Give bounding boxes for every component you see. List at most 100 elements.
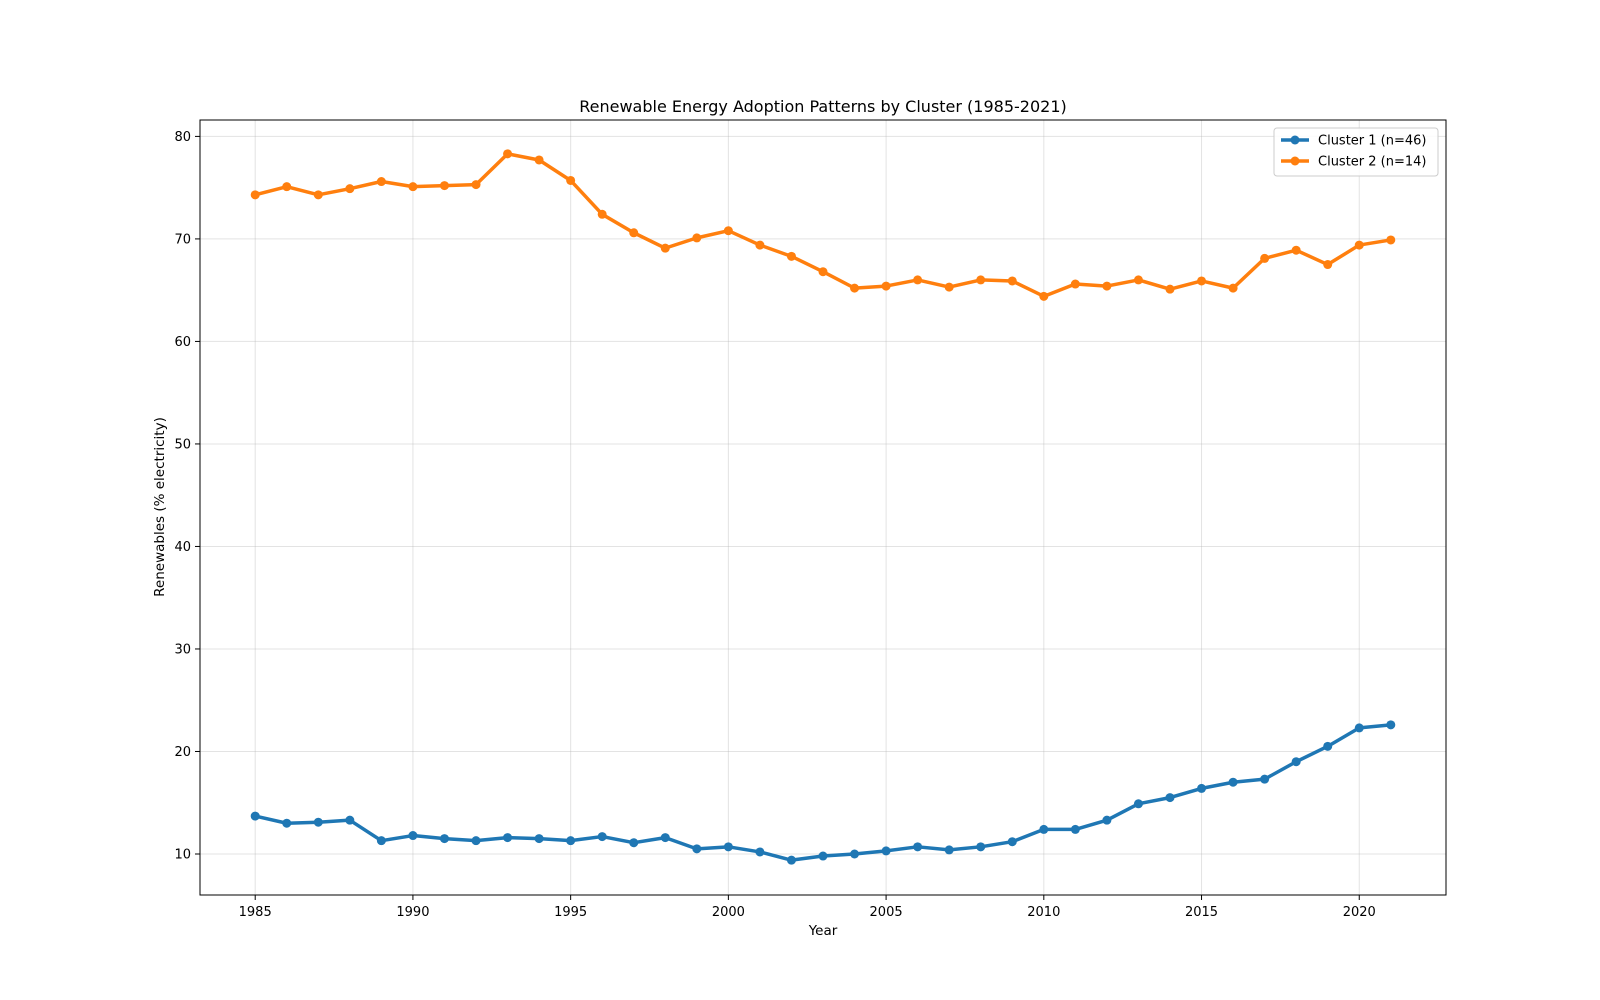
- legend-label: Cluster 1 (n=46): [1318, 134, 1427, 149]
- series-1-point: [913, 842, 923, 852]
- series-1-point: [1070, 824, 1080, 834]
- y-tick-label: 30: [174, 642, 191, 657]
- series-1-point: [976, 842, 986, 852]
- series-1-point: [1291, 757, 1301, 767]
- series-1-point: [786, 855, 796, 865]
- series-1-point: [850, 849, 860, 859]
- series-1-point: [597, 832, 607, 842]
- y-axis-label: Renewables (% electricity): [152, 417, 168, 597]
- series-2-point: [913, 275, 923, 285]
- legend: Cluster 1 (n=46) Cluster 2 (n=14): [1273, 127, 1439, 177]
- series-1-point: [439, 834, 449, 844]
- series-1-point: [250, 811, 260, 821]
- series-2-point: [503, 149, 513, 159]
- series-2-point: [1165, 284, 1175, 294]
- y-tick-label: 60: [174, 335, 191, 350]
- series-1-point: [818, 851, 828, 861]
- series-1-point: [471, 836, 481, 846]
- x-tick-label: 2015: [1185, 905, 1218, 920]
- legend-label: Cluster 2 (n=14): [1318, 155, 1427, 170]
- series-1-point: [1228, 777, 1238, 787]
- series-2-point: [692, 233, 702, 243]
- series-2-point: [1291, 245, 1301, 255]
- x-tick-label: 1990: [396, 905, 429, 920]
- series-2-point: [629, 228, 639, 238]
- series-2-point: [660, 243, 670, 253]
- y-tick-label: 10: [174, 847, 191, 862]
- series-1-point: [755, 847, 765, 857]
- series-1-point: [313, 817, 323, 827]
- x-tick-label: 2005: [870, 905, 903, 920]
- x-tick-label: 2000: [712, 905, 745, 920]
- y-tick-label: 20: [174, 745, 191, 760]
- series-1-point: [660, 833, 670, 843]
- series-1-point: [376, 836, 386, 846]
- series-1-point: [881, 846, 891, 856]
- series-2-point: [1323, 260, 1333, 270]
- series-1-point: [345, 815, 355, 825]
- x-axis: 1985 1990 1995 2000 2005 2010 2015 2020: [239, 895, 1376, 920]
- series-2-point: [282, 182, 292, 192]
- x-tick-label: 1985: [239, 905, 272, 920]
- y-tick-label: 40: [174, 540, 191, 555]
- series-1-point: [692, 844, 702, 854]
- chart-title: Renewable Energy Adoption Patterns by Cl…: [579, 97, 1067, 116]
- x-tick-label: 2020: [1343, 905, 1376, 920]
- series-1-point: [629, 838, 639, 848]
- y-tick-label: 80: [174, 130, 191, 145]
- series-2-point: [1386, 235, 1396, 245]
- series-1-point: [503, 833, 513, 843]
- series-1-point: [1386, 720, 1396, 730]
- series-2-point: [818, 267, 828, 277]
- x-tick-label: 2010: [1027, 905, 1060, 920]
- series-2-point: [1102, 281, 1112, 291]
- series-1-point: [1165, 793, 1175, 803]
- series-layer: [250, 149, 1396, 865]
- series-2-point: [1260, 253, 1270, 263]
- series-1-point: [1007, 837, 1017, 847]
- series-2-point: [439, 181, 449, 191]
- series-2-point: [976, 275, 986, 285]
- y-axis: 10 20 30 40 50 60 70 80: [174, 130, 200, 862]
- series-2-point: [313, 190, 323, 200]
- series-2-point: [566, 175, 576, 185]
- series-2-point: [597, 209, 607, 219]
- series-1-point: [1197, 783, 1207, 793]
- series-1-point: [1260, 774, 1270, 784]
- series-2-point: [471, 180, 481, 190]
- legend-box: [1273, 127, 1439, 177]
- series-2-point: [534, 155, 544, 165]
- series-2-point: [881, 281, 891, 291]
- legend-swatch-marker: [1290, 135, 1300, 145]
- x-tick-label: 1995: [554, 905, 587, 920]
- series-2-point: [1039, 291, 1049, 301]
- plot-frame: [199, 119, 1447, 896]
- series-2: [250, 149, 1396, 301]
- series-2-point: [1007, 276, 1017, 286]
- legend-item-1: Cluster 1 (n=46): [1281, 134, 1427, 149]
- series-2-point: [1354, 240, 1364, 250]
- legend-item-2: Cluster 2 (n=14): [1281, 155, 1427, 170]
- series-1-point: [723, 842, 733, 852]
- y-tick-label: 70: [174, 232, 191, 247]
- series-2-point: [786, 251, 796, 261]
- series-1-point: [566, 836, 576, 846]
- legend-swatch-marker: [1290, 156, 1300, 166]
- series-2-point: [1070, 279, 1080, 289]
- series-1-point: [1354, 723, 1364, 733]
- series-2-point: [1197, 276, 1207, 286]
- series-2-point: [850, 283, 860, 293]
- series-2-point: [408, 182, 418, 192]
- series-1-point: [534, 834, 544, 844]
- series-2-point: [944, 282, 954, 292]
- series-2-point: [755, 240, 765, 250]
- series-2-point: [1133, 275, 1143, 285]
- series-1-point: [1133, 799, 1143, 809]
- series-2-point: [345, 184, 355, 194]
- x-axis-label: Year: [808, 923, 838, 939]
- series-1-point: [1102, 815, 1112, 825]
- series-1-point: [1039, 824, 1049, 834]
- y-tick-label: 50: [174, 437, 191, 452]
- series-2-point: [250, 190, 260, 200]
